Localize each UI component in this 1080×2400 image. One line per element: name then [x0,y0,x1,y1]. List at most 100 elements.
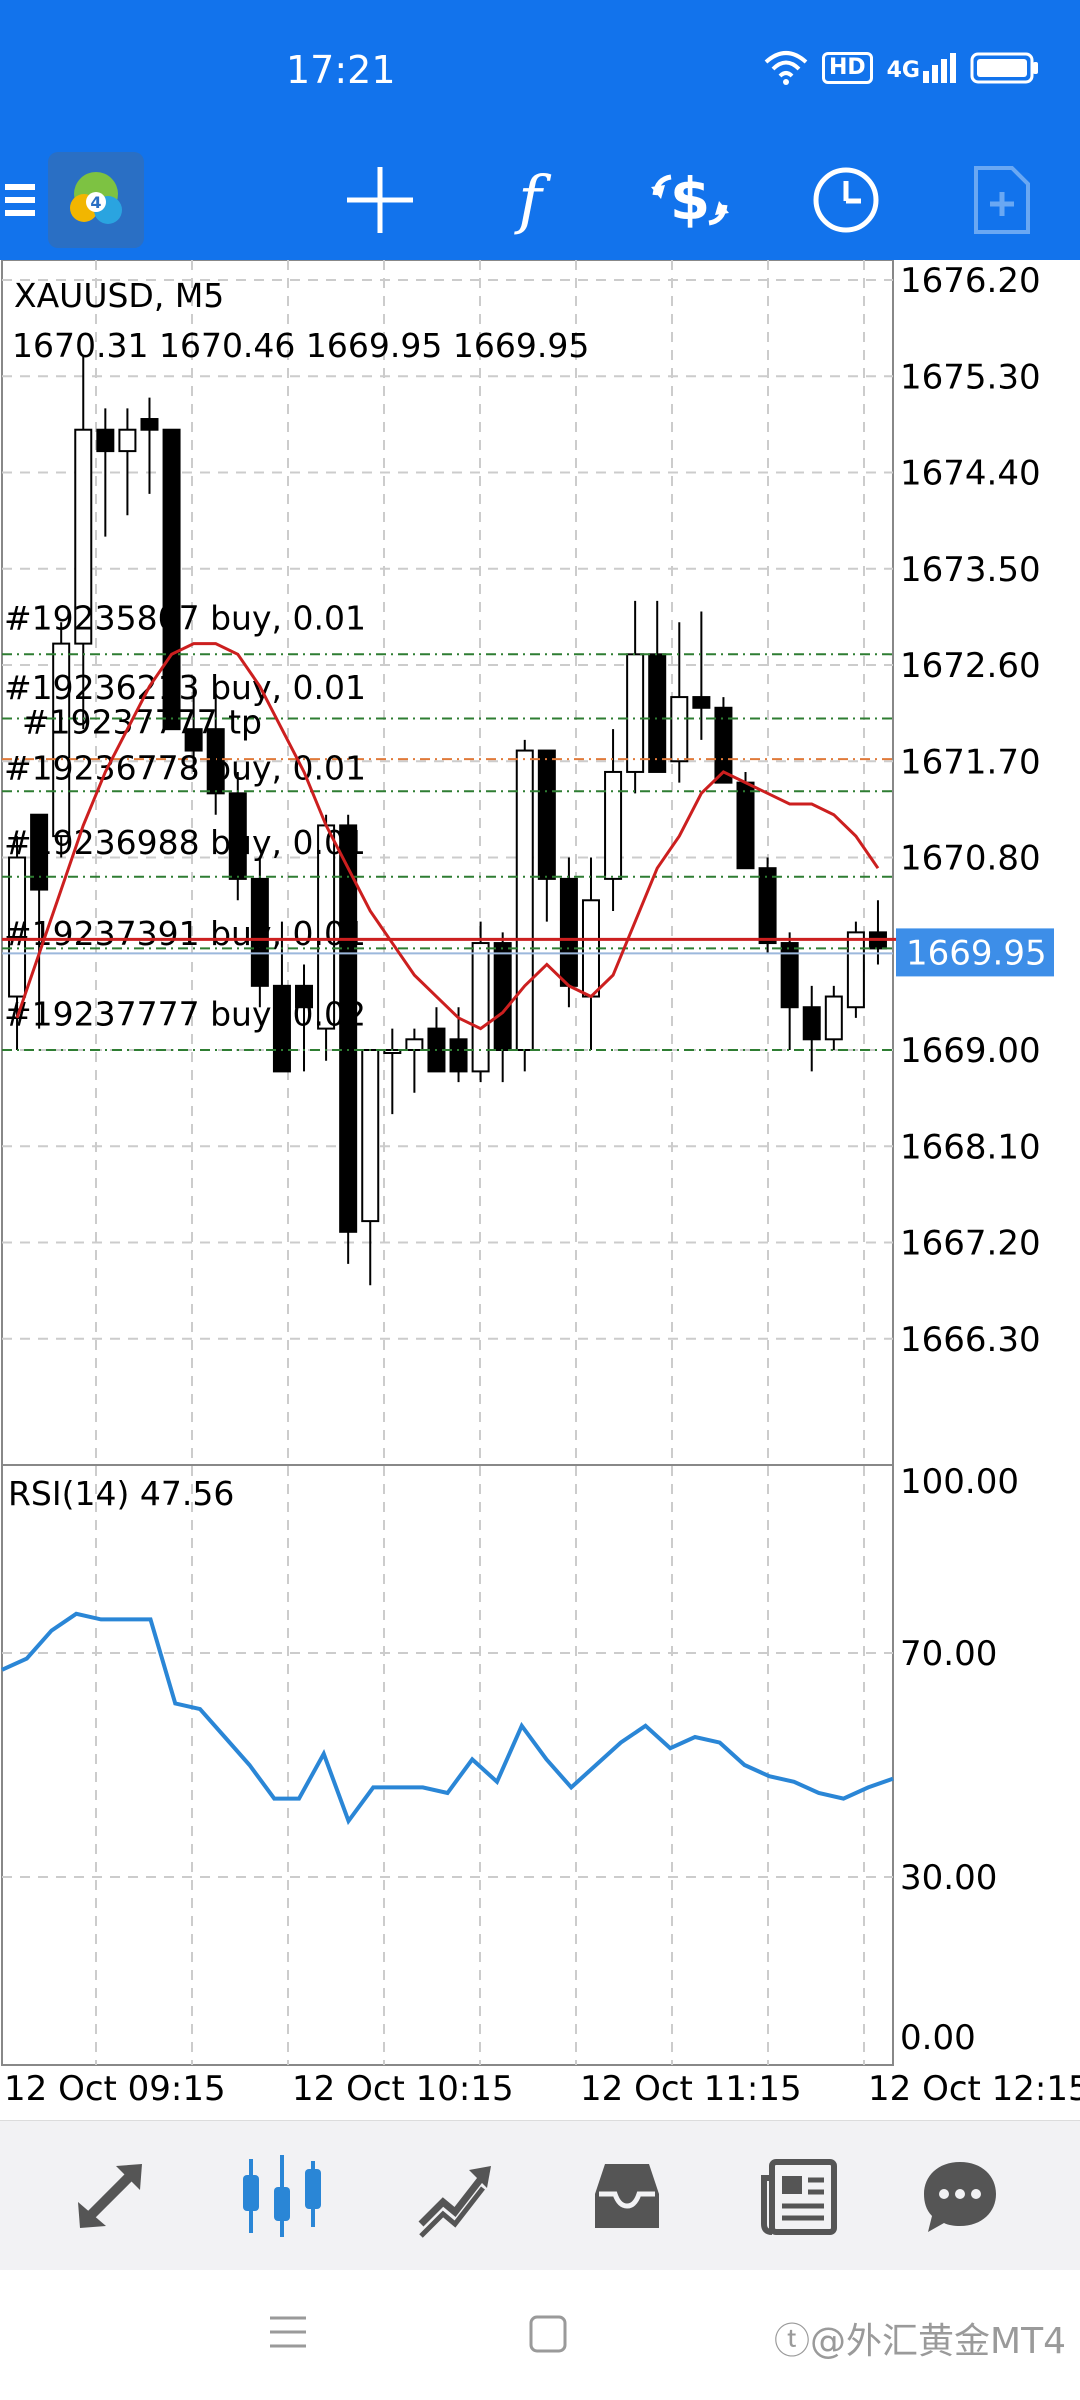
candlestick [824,985,843,1050]
candlestick [361,1049,380,1286]
price-chart [8,354,887,1286]
nav-history[interactable] [572,2141,682,2251]
watermark: ⓣ@外汇黄金MT4 [774,2321,1066,2362]
candlestick [868,900,887,965]
sys-home-button[interactable] [528,2314,578,2364]
rsi-layer [1,1611,894,1826]
chat-icon [924,2162,996,2232]
crosshair-icon [347,167,413,233]
nav-chat[interactable] [905,2141,1015,2251]
price-tick-label: 1675.30 [900,357,1041,397]
symbol-button[interactable]: $ [640,140,740,260]
nav-quotes[interactable] [55,2141,165,2251]
axes-layer: 1676.20 1675.30 1674.40 1673.50 1672.60 1671.… [4,261,1080,2109]
sys-menu-button[interactable] [268,2312,318,2362]
quotes-icon [78,2164,142,2228]
nav-trade[interactable] [400,2141,510,2251]
price-tick-label: 1673.50 [900,550,1041,590]
status-time: 17:21 [286,48,396,92]
timeframe-button[interactable] [796,140,896,260]
candlestick [846,921,865,1018]
chart-canvas[interactable]: #19235807 buy, 0.01#19236213 buy, 0.01#1… [0,259,1080,2120]
candlestick [648,600,667,773]
candle-body [405,1038,424,1051]
candle-body [758,867,777,945]
new-order-button[interactable] [952,140,1052,260]
candlestick [96,408,115,537]
candle-body [559,877,578,987]
menu-button[interactable] [0,140,40,260]
price-tick-label: 1666.30 [900,1320,1041,1360]
candle-body [295,984,314,1009]
candlestick [537,749,556,922]
candle-body [493,942,512,1051]
candlestick [74,354,93,730]
candlestick [559,857,578,1008]
price-tick-label: 1671.70 [900,742,1041,782]
candle-body [802,1006,821,1041]
time-tick-label: 12 Oct 12:15 [868,2069,1080,2109]
candlestick [206,686,225,815]
candle-body [339,824,358,1233]
rsi-tick-label: 100.00 [900,1462,1019,1502]
price-tick-label: 1676.20 [900,261,1041,301]
candlestick [802,985,821,1072]
candle-body [604,770,623,880]
order-label: #19237777 tp [22,702,262,741]
candlestick [295,964,314,1072]
candle-body [30,813,49,891]
news-icon [761,2159,837,2235]
candle-body [537,749,556,880]
symbol-label: XAUUSD, M5 [14,276,225,315]
price-tick-label: 1670.80 [900,839,1041,879]
rsi-tick-label: 70.00 [900,1634,997,1674]
rsi-label: RSI(14) 47.56 [8,1474,235,1513]
candlestick [471,921,490,1083]
candle-body [74,428,93,645]
order-label: #19237391 buy, 0.01 [4,914,366,953]
candle-body [272,984,291,1073]
status-icons: HD 4G [764,50,1040,86]
candlestick [272,921,291,1073]
candlestick [339,814,358,1264]
app-logo: 4 [46,140,146,260]
crosshair-button[interactable] [330,140,430,260]
candle-body [515,749,534,1051]
candlestick [162,428,181,731]
candlestick [670,622,689,783]
candlestick [758,857,777,954]
candlestick [405,1028,424,1093]
order-lines: #19235807 buy, 0.01#19236213 buy, 0.01#1… [2,599,1054,1051]
chart-area[interactable]: #19235807 buy, 0.01 #19236213 buy, 0.01 #1… [0,259,1080,2120]
current-price-label: 1669.95 [906,933,1047,973]
time-tick-label: 12 Oct 10:15 [292,2069,514,2109]
signal-4g-icon: 4G [887,53,956,83]
indicators-button[interactable]: f [480,140,580,260]
menu-icon [5,184,35,216]
candle-body [670,696,689,763]
indicators-icon: f [514,165,552,235]
price-tick-label: 1667.20 [900,1224,1041,1264]
svg-text:$: $ [670,165,710,233]
wifi-icon [764,51,808,85]
candlestick [118,408,137,516]
time-tick-label: 12 Oct 09:15 [4,2069,226,2109]
trade-icon [418,2166,491,2238]
bottom-navigation [0,2120,1080,2271]
candle-body [714,706,733,784]
candle-body [449,1038,468,1073]
candlestick [626,600,645,794]
candlestick [30,813,49,1029]
candle-body [471,942,490,1073]
candlestick [515,739,534,1072]
order-label: #19236988 buy, 0.01 [4,823,366,862]
candle-body [184,728,203,752]
svg-text:4: 4 [90,193,101,212]
system-navigation: ⓣ@外汇黄金MT4 [0,2270,1080,2400]
nav-news[interactable] [745,2141,855,2251]
candlestick [427,1007,446,1073]
candle-body [96,428,115,453]
nav-chart[interactable] [227,2141,337,2251]
price-tick-label: 1672.60 [900,646,1041,686]
moving-average-line [15,642,880,1031]
